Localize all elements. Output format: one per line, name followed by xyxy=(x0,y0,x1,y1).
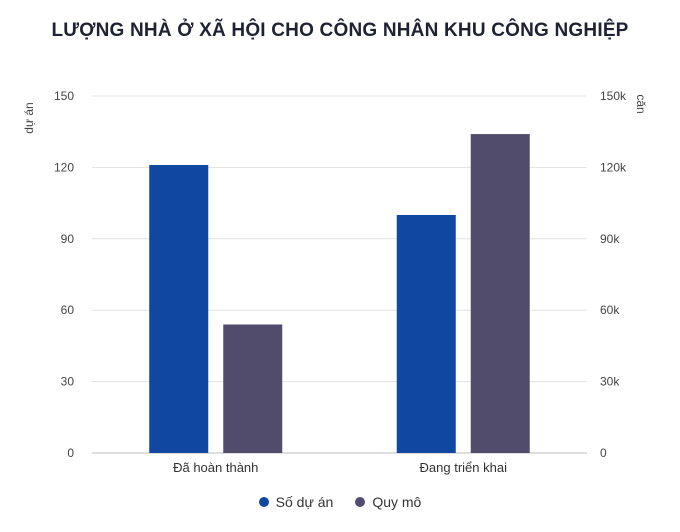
y-right-tick-label: 0 xyxy=(600,446,607,460)
bar-quy-mo xyxy=(470,134,530,453)
chart-title: LƯỢNG NHÀ Ở XÃ HỘI CHO CÔNG NHÂN KHU CÔN… xyxy=(51,20,629,41)
legend: Số dự án Quy mô xyxy=(0,494,680,510)
bar-so-du-an xyxy=(396,215,456,453)
legend-label-so-du-an: Số dự án xyxy=(275,494,334,510)
y-right-tick-label: 60k xyxy=(600,303,620,317)
x-category-label: Đang triển khai xyxy=(420,460,508,475)
y-left-tick-label: 60 xyxy=(61,303,75,317)
y-right-tick-label: 120k xyxy=(600,160,627,174)
y-left-axis-title: dự án xyxy=(22,102,36,133)
y-left-tick-label: 150 xyxy=(54,89,74,103)
legend-swatch-so-du-an xyxy=(258,497,269,507)
y-left-tick-label: 30 xyxy=(61,375,75,389)
legend-swatch-quy-mo xyxy=(355,497,366,507)
x-category-label: Đã hoàn thành xyxy=(173,460,258,475)
y-right-tick-label: 30k xyxy=(600,375,620,389)
y-left-tick-label: 120 xyxy=(54,160,74,174)
y-right-tick-label: 150k xyxy=(600,89,627,103)
y-left-tick-label: 90 xyxy=(61,232,75,246)
y-right-axis-title: căn xyxy=(634,94,648,113)
y-right-tick-label: 90k xyxy=(600,232,620,246)
legend-item-so-du-an[interactable]: Số dự án xyxy=(258,494,334,510)
bar-so-du-an xyxy=(149,165,209,453)
y-left-tick-label: 0 xyxy=(67,446,74,460)
bar-quy-mo xyxy=(223,324,283,453)
legend-item-quy-mo[interactable]: Quy mô xyxy=(355,494,421,510)
legend-label-quy-mo: Quy mô xyxy=(372,494,422,510)
